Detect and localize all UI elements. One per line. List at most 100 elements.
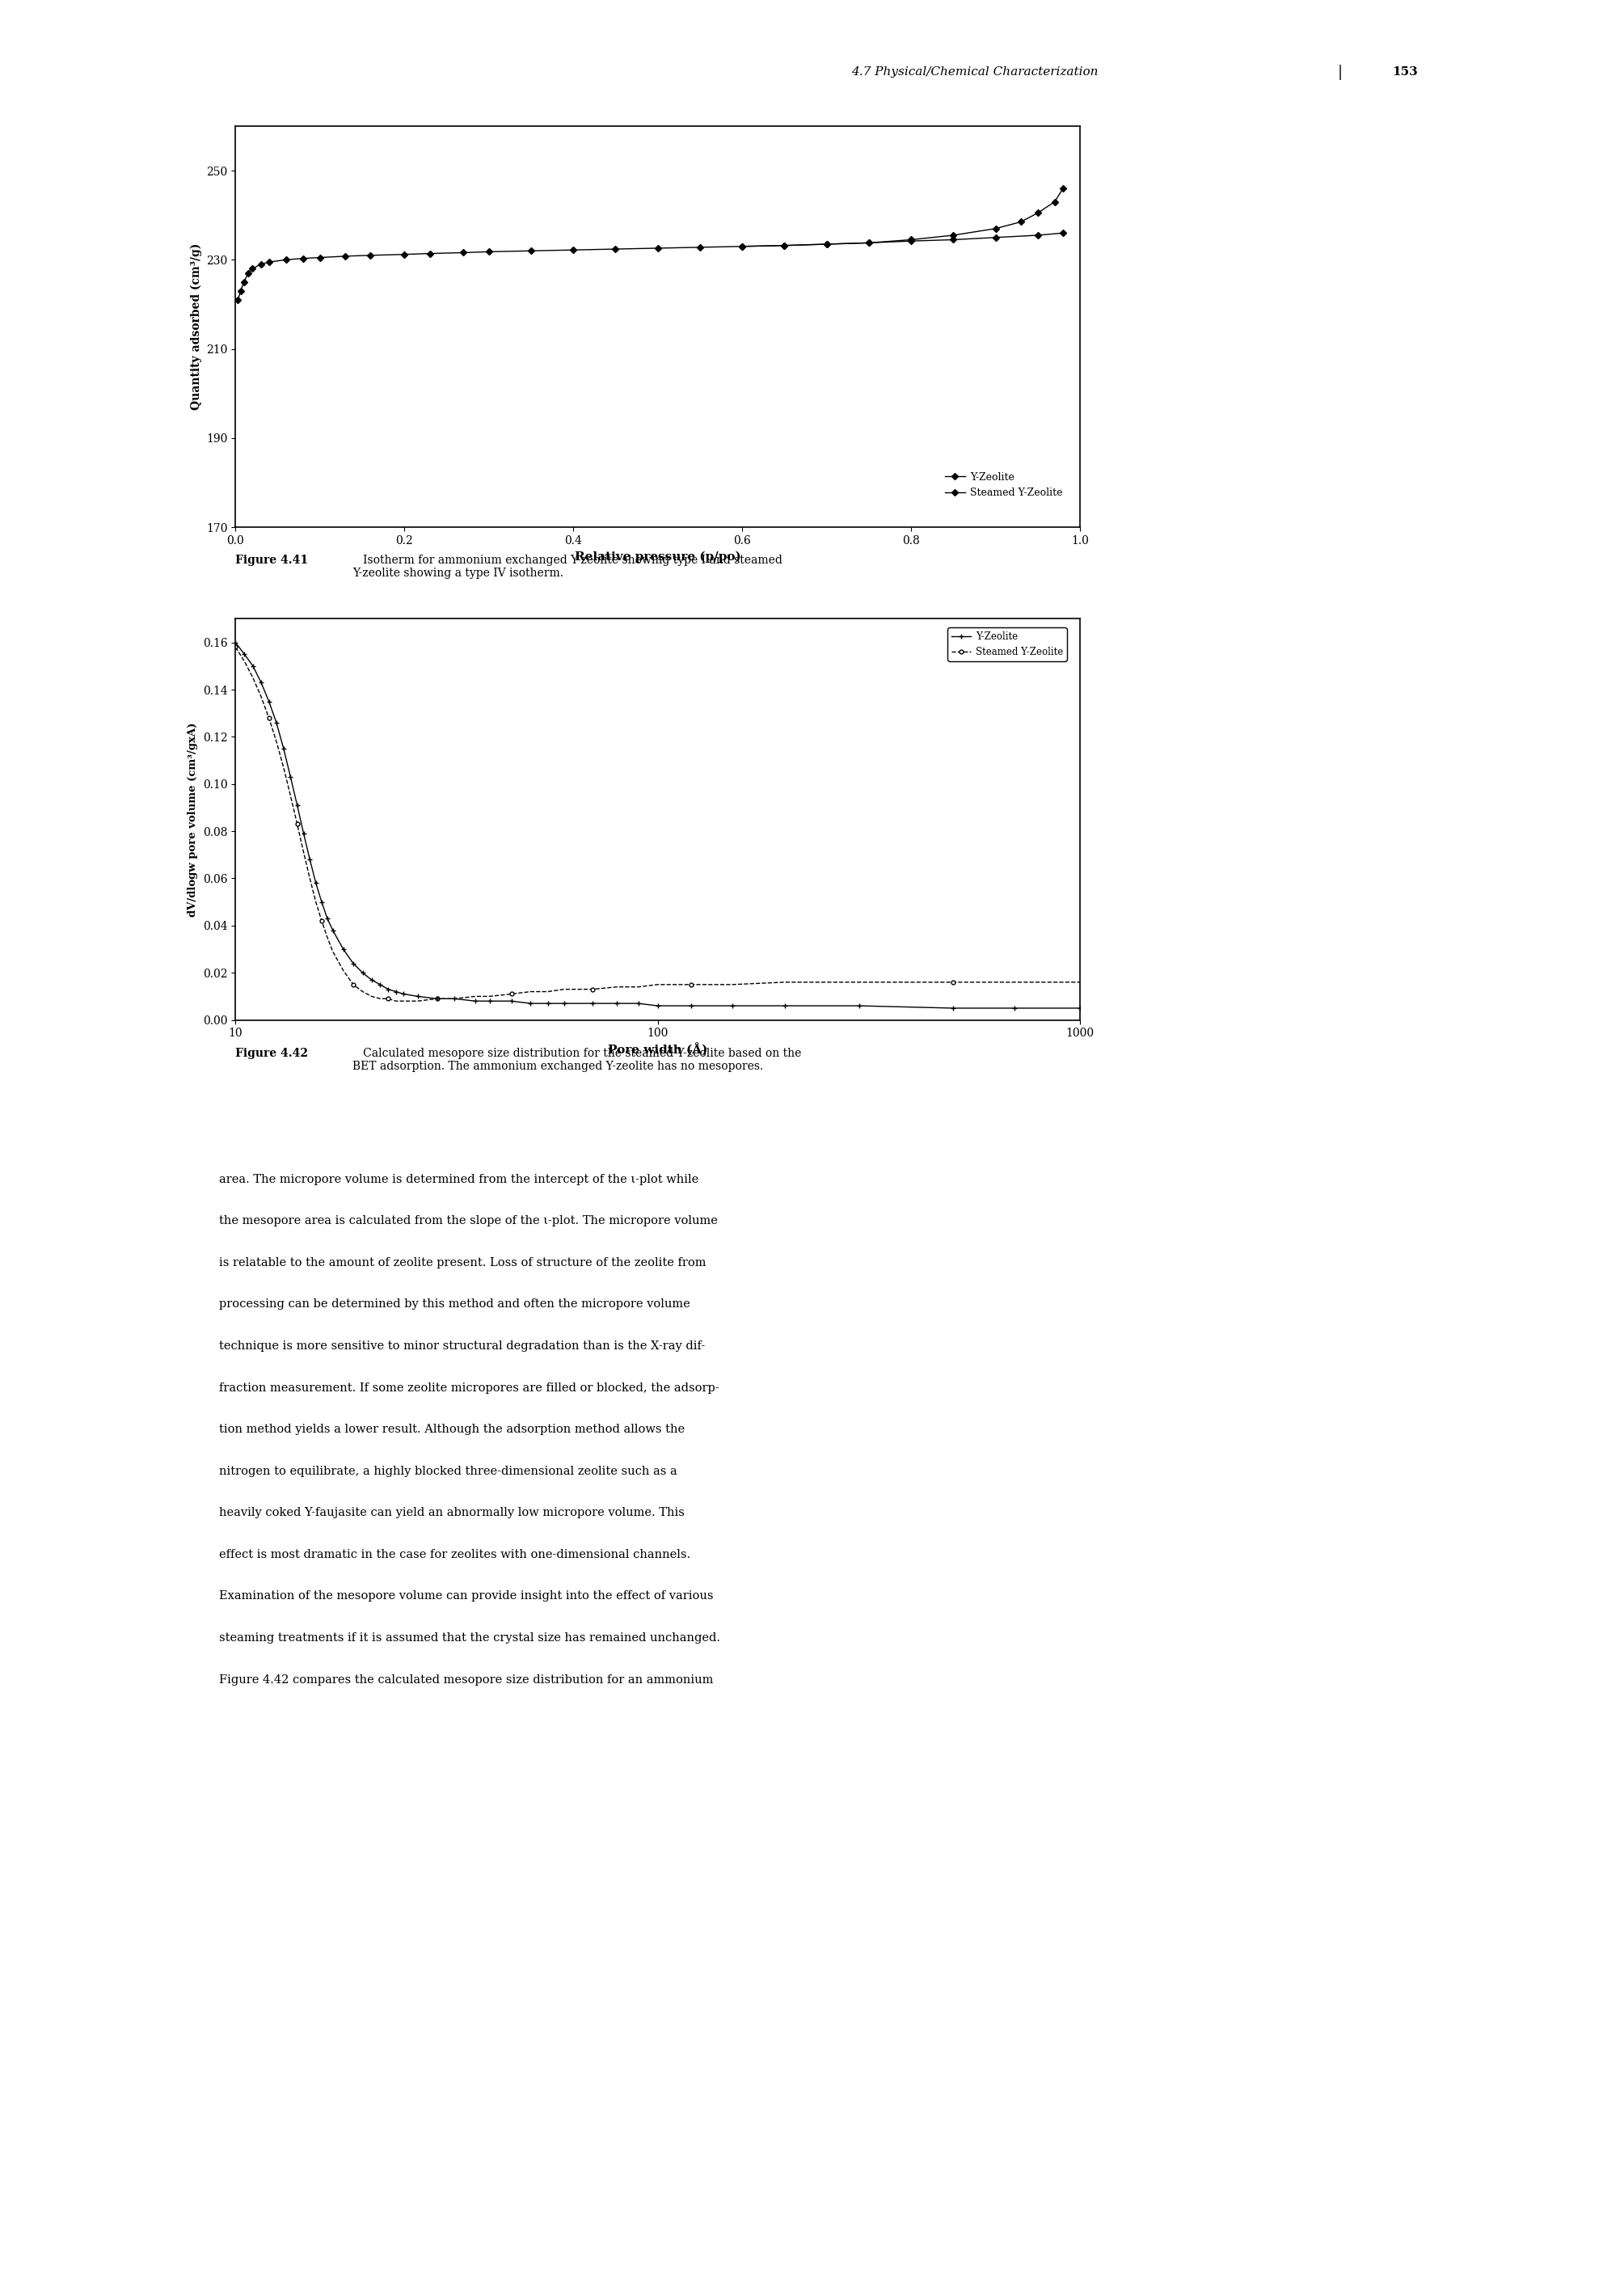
Y-Zeolite xyxy=(606,236,625,264)
X-axis label: Pore width (Å): Pore width (Å) xyxy=(607,1043,708,1057)
Steamed Y-Zeolite xyxy=(244,665,263,692)
Y-Zeolite xyxy=(287,791,307,818)
Text: Figure 4.42 compares the calculated mesopore size distribution for an ammonium: Figure 4.42 compares the calculated meso… xyxy=(219,1673,713,1685)
Text: Figure 4.41: Figure 4.41 xyxy=(235,555,309,566)
Y-Zeolite xyxy=(849,992,869,1020)
Y-Zeolite xyxy=(453,238,473,266)
Steamed Y-Zeolite xyxy=(235,649,255,676)
Steamed Y-Zeolite xyxy=(266,729,286,756)
Y-Zeolite xyxy=(1054,220,1073,248)
Steamed Y-Zeolite xyxy=(378,986,398,1013)
Y-Zeolite xyxy=(323,917,343,944)
Text: the mesopore area is calculated from the slope of the ι-plot. The micropore volu: the mesopore area is calculated from the… xyxy=(219,1215,718,1226)
Y-Zeolite xyxy=(427,986,447,1013)
Text: area. The micropore volume is determined from the intercept of the ι-plot while: area. The micropore volume is determined… xyxy=(219,1174,698,1185)
Y-axis label: Quantity adsorbed (cm³/g): Quantity adsorbed (cm³/g) xyxy=(190,243,201,410)
Y-Zeolite xyxy=(479,238,499,266)
Y-Zeolite xyxy=(775,231,794,259)
Text: steaming treatments if it is assumed that the crystal size has remained unchange: steaming treatments if it is assumed tha… xyxy=(219,1632,721,1643)
Steamed Y-Zeolite xyxy=(343,972,362,999)
Steamed Y-Zeolite xyxy=(682,972,702,999)
Line: Y-Zeolite: Y-Zeolite xyxy=(235,231,1065,303)
Steamed Y-Zeolite xyxy=(287,811,307,839)
Y-Zeolite xyxy=(352,958,372,986)
Y-Zeolite xyxy=(944,227,963,254)
Text: Calculated mesopore size distribution for the steamed Y-zeolite based on the
BET: Calculated mesopore size distribution fo… xyxy=(352,1047,801,1073)
Y-Zeolite xyxy=(1005,995,1025,1022)
Steamed Y-Zeolite xyxy=(607,974,627,1002)
Y-Zeolite xyxy=(235,639,255,667)
Y-Zeolite xyxy=(274,736,294,763)
Y-Zeolite xyxy=(466,988,486,1015)
Steamed Y-Zeolite xyxy=(323,937,343,965)
Steamed Y-Zeolite xyxy=(312,908,331,935)
Steamed Y-Zeolite xyxy=(1070,970,1090,997)
Text: processing can be determined by this method and often the micropore volume: processing can be determined by this met… xyxy=(219,1300,690,1311)
Steamed Y-Zeolite xyxy=(944,970,963,997)
Text: effect is most dramatic in the case for zeolites with one-dimensional channels.: effect is most dramatic in the case for … xyxy=(219,1549,690,1561)
Y-Zeolite xyxy=(502,988,521,1015)
Text: technique is more sensitive to minor structural degradation than is the X-ray di: technique is more sensitive to minor str… xyxy=(219,1341,705,1352)
Y-Zeolite xyxy=(312,889,331,917)
Steamed Y-Zeolite xyxy=(362,983,382,1011)
Y-axis label: dV/dlogw pore volume (cm³/gxA): dV/dlogw pore volume (cm³/gxA) xyxy=(188,722,198,917)
Y-Zeolite xyxy=(343,949,362,976)
Y-Zeolite xyxy=(521,990,541,1018)
Y-Zeolite xyxy=(252,669,271,697)
Y-Zeolite xyxy=(648,234,667,261)
Text: |: | xyxy=(1337,64,1343,80)
Y-Zeolite xyxy=(901,227,921,254)
Steamed Y-Zeolite xyxy=(723,972,742,999)
Steamed Y-Zeolite xyxy=(538,979,557,1006)
Y-Zeolite xyxy=(682,992,702,1020)
Y-Zeolite xyxy=(276,245,296,273)
Y-Zeolite xyxy=(732,231,752,259)
Y-Zeolite xyxy=(260,688,279,715)
Y-Zeolite xyxy=(648,992,667,1020)
Y-Zeolite xyxy=(775,992,794,1020)
Steamed Y-Zeolite xyxy=(554,976,573,1004)
Line: Steamed Y-Zeolite: Steamed Y-Zeolite xyxy=(739,186,1065,250)
Y-Zeolite xyxy=(336,243,356,270)
X-axis label: Relative pressure (p/po): Relative pressure (p/po) xyxy=(575,550,741,562)
Y-Zeolite xyxy=(370,972,390,999)
Text: 153: 153 xyxy=(1392,66,1418,78)
Y-Zeolite xyxy=(281,763,300,791)
Y-Zeolite xyxy=(554,990,573,1018)
Steamed Y-Zeolite xyxy=(1012,209,1031,236)
Steamed Y-Zeolite xyxy=(1005,970,1025,997)
Steamed Y-Zeolite xyxy=(901,227,921,254)
Text: nitrogen to equilibrate, a highly blocked three-dimensional zeolite such as a: nitrogen to equilibrate, a highly blocke… xyxy=(219,1465,677,1476)
Steamed Y-Zeolite xyxy=(260,704,279,731)
Text: Figure 4.42: Figure 4.42 xyxy=(235,1047,309,1059)
Steamed Y-Zeolite xyxy=(305,889,325,917)
Y-Zeolite xyxy=(521,236,541,264)
Steamed Y-Zeolite xyxy=(393,988,412,1015)
Steamed Y-Zeolite xyxy=(370,986,390,1013)
Steamed Y-Zeolite xyxy=(986,215,1005,243)
Y-Zeolite xyxy=(252,250,271,277)
Line: Y-Zeolite: Y-Zeolite xyxy=(234,639,1082,1011)
Steamed Y-Zeolite xyxy=(427,986,447,1013)
Y-Zeolite xyxy=(305,869,325,896)
Y-Zeolite xyxy=(1070,995,1090,1022)
Y-Zeolite xyxy=(859,229,879,257)
Steamed Y-Zeolite xyxy=(294,839,313,866)
Y-Zeolite xyxy=(408,983,427,1011)
Steamed Y-Zeolite xyxy=(775,231,794,259)
Steamed Y-Zeolite xyxy=(226,633,245,660)
Steamed Y-Zeolite xyxy=(408,988,427,1015)
Steamed Y-Zeolite xyxy=(775,970,794,997)
Text: Isotherm for ammonium exchanged Y-zeolite showing type I and steamed
Y-zeolite s: Isotherm for ammonium exchanged Y-zeolit… xyxy=(352,555,783,580)
Y-Zeolite xyxy=(244,653,263,681)
Y-Zeolite xyxy=(481,988,500,1015)
Steamed Y-Zeolite xyxy=(1054,174,1073,202)
Steamed Y-Zeolite xyxy=(1044,188,1064,215)
Steamed Y-Zeolite xyxy=(318,924,338,951)
Y-Zeolite xyxy=(387,979,406,1006)
Steamed Y-Zeolite xyxy=(944,222,963,250)
Y-Zeolite xyxy=(333,935,352,963)
Y-Zeolite xyxy=(395,241,414,268)
Steamed Y-Zeolite xyxy=(817,231,836,259)
Y-Zeolite xyxy=(361,241,380,268)
